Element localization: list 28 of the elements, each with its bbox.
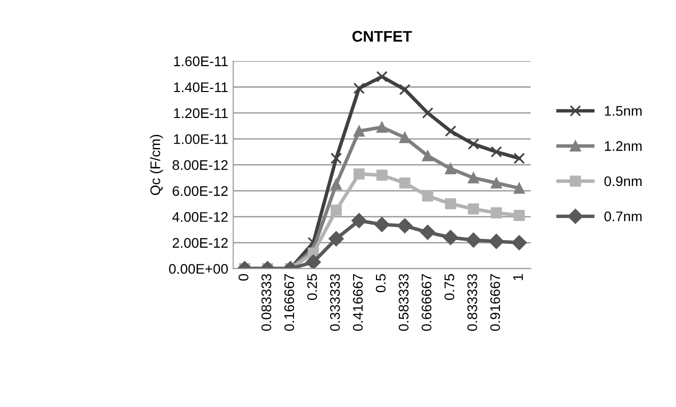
x-tick-label: 1	[513, 274, 523, 280]
y-tick-label: 1.60E-11	[174, 56, 228, 66]
y-axis-title: Qc (F/cm)	[150, 134, 163, 196]
x-tick-label: 0.666667	[422, 274, 432, 331]
legend-label: 0.9nm	[604, 176, 642, 186]
x-tick-label: 0.083333	[261, 274, 272, 331]
x-tick-label: 0.166667	[284, 274, 294, 331]
y-tick-label: 1.00E-11	[174, 134, 228, 144]
x-tick-label: 0.333333	[330, 274, 340, 331]
legend-label: 1.5nm	[604, 106, 642, 116]
x-tick-label: 0.5	[376, 274, 386, 292]
x-tick-label: 0	[238, 274, 248, 281]
x-tick-label: 0.916667	[490, 274, 500, 331]
y-tick-label: 6.00E-12	[172, 186, 228, 196]
x-tick-label: 0.75	[444, 274, 454, 300]
x-tick-label: 0.416667	[352, 274, 363, 331]
legend-label: 1.2nm	[604, 141, 642, 151]
x-tick-label: 0.25	[307, 274, 318, 300]
x-tick-label: 0.833333	[467, 274, 478, 331]
x-tick-label: 0.583333	[398, 274, 409, 331]
chart-title: CNTFET	[352, 30, 412, 42]
legend-label: 0.7nm	[604, 211, 642, 222]
y-tick-label: 1.40E-11	[174, 82, 228, 92]
y-tick-label: 1.20E-11	[174, 108, 228, 118]
y-tick-label: 0.00E+00	[169, 264, 228, 274]
y-tick-label: 4.00E-12	[172, 212, 228, 222]
y-tick-label: 2.00E-12	[172, 238, 228, 248]
y-tick-label: 8.00E-12	[172, 160, 228, 170]
